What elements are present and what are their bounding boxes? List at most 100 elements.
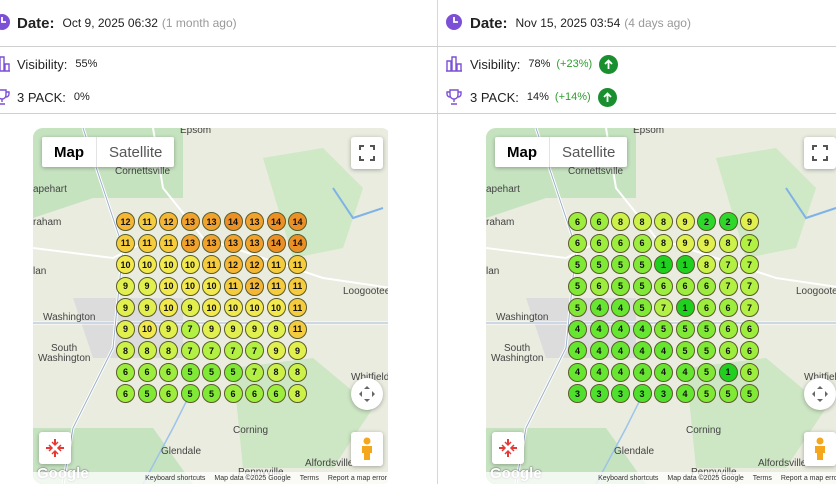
rank-marker[interactable]: 7: [718, 255, 738, 274]
rank-marker[interactable]: 9: [740, 212, 759, 231]
rank-marker[interactable]: 3: [611, 384, 630, 403]
rank-marker[interactable]: 5: [697, 319, 716, 339]
rank-marker[interactable]: 7: [223, 341, 243, 360]
keyboard-shortcuts-link[interactable]: Keyboard shortcuts: [145, 474, 206, 482]
rank-marker[interactable]: 14: [288, 233, 307, 253]
rank-marker[interactable]: 5: [568, 276, 587, 296]
rank-marker[interactable]: 12: [223, 255, 243, 274]
rank-marker[interactable]: 10: [266, 298, 286, 317]
rank-marker[interactable]: 6: [589, 233, 609, 253]
rank-marker[interactable]: 8: [116, 341, 135, 360]
rank-marker[interactable]: 4: [589, 362, 609, 382]
rank-marker[interactable]: 9: [223, 319, 243, 339]
rank-marker[interactable]: 8: [288, 384, 307, 403]
rank-marker[interactable]: 1: [675, 298, 695, 317]
rank-marker[interactable]: 11: [288, 276, 307, 296]
camera-control-button[interactable]: [351, 378, 383, 410]
rank-marker[interactable]: 5: [675, 319, 695, 339]
rank-marker[interactable]: 5: [697, 362, 716, 382]
rank-marker[interactable]: 5: [180, 362, 200, 382]
rank-marker[interactable]: 5: [202, 362, 221, 382]
rank-marker[interactable]: 3: [568, 384, 587, 403]
rank-marker[interactable]: 9: [266, 319, 286, 339]
rank-marker[interactable]: 7: [245, 341, 264, 360]
rank-marker[interactable]: 4: [654, 341, 673, 360]
rank-marker[interactable]: 7: [740, 276, 759, 296]
rank-marker[interactable]: 10: [159, 298, 178, 317]
rank-marker[interactable]: 7: [740, 233, 759, 253]
rank-marker[interactable]: 6: [740, 341, 759, 360]
rank-marker[interactable]: 6: [589, 212, 609, 231]
rank-marker[interactable]: 4: [568, 362, 587, 382]
rank-marker[interactable]: 5: [568, 255, 587, 274]
rank-marker[interactable]: 6: [675, 276, 695, 296]
rank-marker[interactable]: 13: [245, 212, 264, 231]
rank-marker[interactable]: 14: [223, 212, 243, 231]
rank-marker[interactable]: 11: [137, 233, 157, 253]
pegman-button[interactable]: [351, 432, 383, 466]
rank-marker[interactable]: 12: [245, 276, 264, 296]
rank-marker[interactable]: 4: [568, 319, 587, 339]
rank-marker[interactable]: 14: [266, 212, 286, 231]
rank-marker[interactable]: 6: [718, 298, 738, 317]
rank-marker[interactable]: 4: [675, 362, 695, 382]
rank-marker[interactable]: 6: [245, 384, 264, 403]
rank-marker[interactable]: 5: [718, 384, 738, 403]
rank-marker[interactable]: 8: [137, 341, 157, 360]
rank-marker[interactable]: 8: [654, 212, 673, 231]
rank-marker[interactable]: 11: [266, 276, 286, 296]
rank-marker[interactable]: 6: [266, 384, 286, 403]
center-button[interactable]: [39, 432, 71, 464]
rank-marker[interactable]: 9: [137, 298, 157, 317]
rank-marker[interactable]: 1: [675, 255, 695, 274]
rank-marker[interactable]: 9: [180, 298, 200, 317]
rank-marker[interactable]: 12: [159, 212, 178, 231]
rank-marker[interactable]: 13: [202, 212, 221, 231]
rank-marker[interactable]: 10: [202, 276, 221, 296]
rank-marker[interactable]: 12: [116, 212, 135, 231]
rank-marker[interactable]: 11: [288, 319, 307, 339]
rank-marker[interactable]: 1: [654, 255, 673, 274]
rank-marker[interactable]: 11: [116, 233, 135, 253]
rank-marker[interactable]: 5: [632, 255, 652, 274]
rank-marker[interactable]: 8: [654, 233, 673, 253]
rank-marker[interactable]: 7: [718, 276, 738, 296]
rank-marker[interactable]: 9: [202, 319, 221, 339]
map-tab[interactable]: Map: [495, 137, 550, 167]
rank-marker[interactable]: 5: [180, 384, 200, 403]
rank-marker[interactable]: 6: [740, 319, 759, 339]
rank-marker[interactable]: 6: [116, 384, 135, 403]
rank-marker[interactable]: 6: [654, 276, 673, 296]
terms-link[interactable]: Terms: [299, 474, 319, 482]
rank-marker[interactable]: 3: [632, 384, 652, 403]
rank-marker[interactable]: 9: [116, 298, 135, 317]
rank-marker[interactable]: 5: [654, 319, 673, 339]
rank-marker[interactable]: 5: [697, 384, 716, 403]
rank-marker[interactable]: 4: [632, 341, 652, 360]
rank-marker[interactable]: 5: [697, 341, 716, 360]
rank-marker[interactable]: 2: [718, 212, 738, 231]
rank-marker[interactable]: 13: [223, 233, 243, 253]
rank-marker[interactable]: 6: [697, 298, 716, 317]
rank-marker[interactable]: 9: [675, 212, 695, 231]
rank-marker[interactable]: 9: [697, 233, 716, 253]
rank-marker[interactable]: 6: [611, 233, 630, 253]
rank-map[interactable]: Epsom Cornettsville apehart raham lan Wa…: [486, 128, 836, 484]
rank-marker[interactable]: 6: [116, 362, 135, 382]
rank-marker[interactable]: 10: [202, 298, 221, 317]
rank-marker[interactable]: 4: [654, 362, 673, 382]
rank-marker[interactable]: 7: [180, 319, 200, 339]
rank-marker[interactable]: 10: [180, 276, 200, 296]
rank-marker[interactable]: 5: [632, 276, 652, 296]
rank-marker[interactable]: 4: [611, 341, 630, 360]
rank-marker[interactable]: 9: [245, 319, 264, 339]
pegman-button[interactable]: [804, 432, 836, 466]
map-tab[interactable]: Map: [42, 137, 97, 167]
rank-marker[interactable]: 4: [589, 319, 609, 339]
rank-marker[interactable]: 11: [266, 255, 286, 274]
rank-marker[interactable]: 6: [223, 384, 243, 403]
rank-marker[interactable]: 9: [137, 276, 157, 296]
rank-marker[interactable]: 8: [697, 255, 716, 274]
rank-marker[interactable]: 5: [611, 255, 630, 274]
rank-marker[interactable]: 11: [288, 255, 307, 274]
